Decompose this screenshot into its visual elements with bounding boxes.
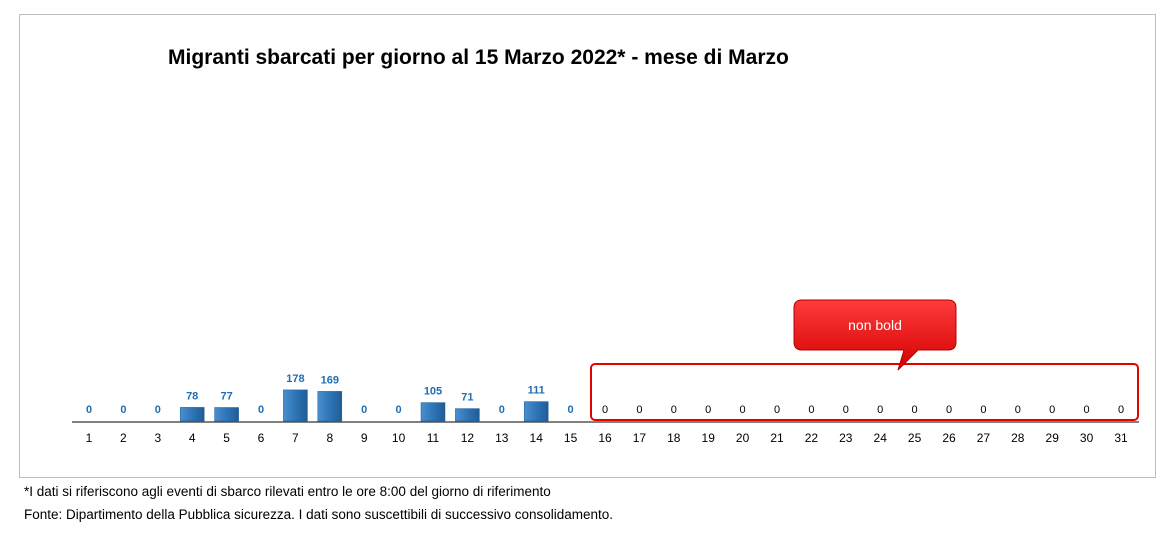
value-label-day-12: 71	[461, 392, 473, 404]
x-tick-label-15: 15	[564, 431, 578, 445]
x-tick-label-22: 22	[805, 431, 819, 445]
bar-day-5	[214, 407, 239, 422]
value-label-day-28: 0	[1015, 404, 1021, 416]
x-tick-label-2: 2	[120, 431, 127, 445]
x-tick-label-16: 16	[598, 431, 612, 445]
value-label-day-22: 0	[808, 404, 814, 416]
value-label-day-20: 0	[740, 404, 746, 416]
value-label-day-8: 169	[321, 374, 339, 386]
value-label-day-13: 0	[499, 404, 505, 416]
x-tick-label-24: 24	[874, 431, 888, 445]
bar-day-8	[317, 391, 343, 422]
value-label-day-23: 0	[843, 404, 849, 416]
value-label-day-24: 0	[877, 404, 883, 416]
x-tick-label-26: 26	[942, 431, 956, 445]
x-tick-label-4: 4	[189, 431, 196, 445]
x-tick-label-11: 11	[427, 431, 440, 445]
callout-bubble	[793, 299, 957, 371]
value-label-day-5: 77	[220, 391, 232, 403]
value-label-day-18: 0	[671, 404, 677, 416]
bar-day-4	[179, 407, 205, 422]
x-tick-label-13: 13	[495, 431, 509, 445]
chart-frame	[19, 14, 1156, 478]
bar-day-12	[455, 408, 480, 422]
footnote-source: Fonte: Dipartimento della Pubblica sicur…	[24, 507, 614, 522]
x-tick-label-5: 5	[223, 431, 230, 445]
x-tick-label-9: 9	[361, 431, 368, 445]
x-tick-labels-group: 1 2 3 4 5 6 7 8 9 10 11 12 13 14 15 16 17 18 19 20 21 22 23 24 2…	[86, 431, 1128, 445]
value-label-day-4: 78	[186, 390, 198, 402]
value-label-day-6: 0	[258, 404, 264, 416]
value-label-day-15: 0	[568, 404, 574, 416]
bar-day-7	[283, 389, 308, 422]
value-label-day-27: 0	[980, 404, 986, 416]
footnote-note: *I dati si riferiscono agli eventi di sb…	[24, 484, 551, 499]
x-tick-label-17: 17	[633, 431, 647, 445]
x-tick-label-14: 14	[530, 431, 544, 445]
value-label-day-11: 105	[424, 386, 442, 398]
x-tick-label-18: 18	[667, 431, 681, 445]
value-label-day-16: 0	[602, 404, 608, 416]
value-labels-group: 0 0 0 78 77 0 178 169 0 0 105 71 0 111 0 0 0 0 0 0 0 0 0 0 0 0 0 0 0…	[86, 373, 1124, 416]
bar-day-14	[523, 401, 549, 422]
callout-text: non bold	[848, 317, 902, 333]
bar-day-11	[420, 402, 446, 422]
x-tick-label-28: 28	[1011, 431, 1025, 445]
x-tick-label-30: 30	[1080, 431, 1094, 445]
x-tick-label-20: 20	[736, 431, 750, 445]
value-label-day-17: 0	[636, 404, 642, 416]
value-label-day-9: 0	[361, 404, 367, 416]
value-label-day-21: 0	[774, 404, 780, 416]
chart-title: Migranti sbarcati per giorno al 15 Marzo…	[168, 46, 789, 69]
x-tick-label-12: 12	[461, 431, 475, 445]
value-label-day-25: 0	[912, 404, 918, 416]
x-tick-label-21: 21	[770, 431, 784, 445]
value-label-day-14: 111	[528, 385, 545, 397]
callout: non bold	[793, 299, 957, 371]
x-tick-label-1: 1	[86, 431, 93, 445]
x-tick-label-7: 7	[292, 431, 299, 445]
x-tick-label-25: 25	[908, 431, 922, 445]
value-label-day-7: 178	[286, 373, 304, 385]
x-tick-label-23: 23	[839, 431, 853, 445]
value-label-day-1: 0	[86, 404, 92, 416]
x-tick-label-31: 31	[1114, 431, 1128, 445]
x-tick-label-6: 6	[258, 431, 265, 445]
x-tick-label-8: 8	[326, 431, 333, 445]
x-tick-label-3: 3	[154, 431, 161, 445]
x-tick-label-19: 19	[702, 431, 716, 445]
value-label-day-30: 0	[1084, 404, 1090, 416]
value-label-day-29: 0	[1049, 404, 1055, 416]
value-label-day-2: 0	[120, 404, 126, 416]
bars-group	[179, 389, 549, 422]
x-tick-label-10: 10	[392, 431, 406, 445]
value-label-day-26: 0	[946, 404, 952, 416]
x-tick-label-29: 29	[1046, 431, 1060, 445]
highlight-box	[590, 363, 1139, 421]
x-tick-label-27: 27	[977, 431, 991, 445]
value-label-day-31: 0	[1118, 404, 1124, 416]
value-label-day-10: 0	[396, 404, 402, 416]
value-label-day-3: 0	[155, 404, 161, 416]
value-label-day-19: 0	[705, 404, 711, 416]
